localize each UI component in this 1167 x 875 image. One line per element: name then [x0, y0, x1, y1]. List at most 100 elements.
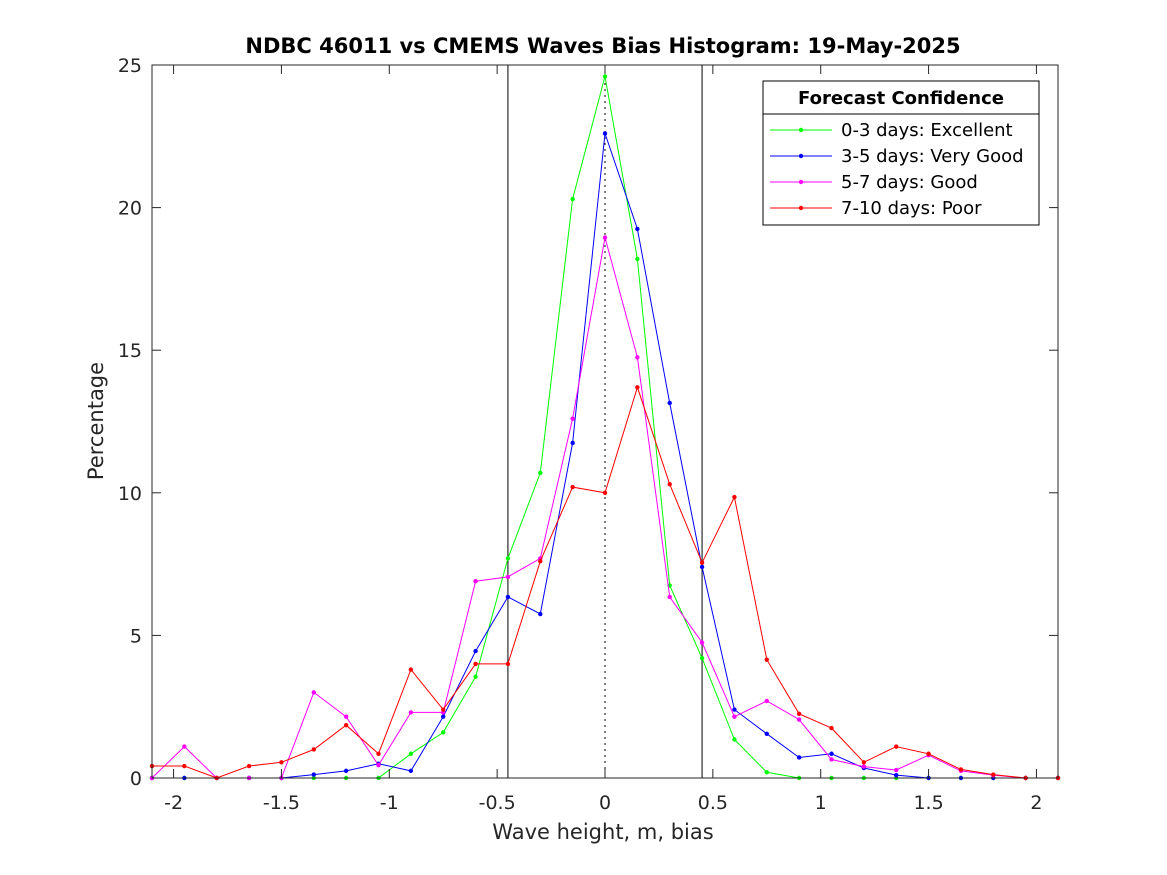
data-point [635, 355, 640, 360]
data-point [182, 763, 187, 769]
data-point [796, 717, 802, 722]
data-point [926, 751, 931, 756]
x-tick-label: -2 [164, 792, 183, 814]
legend-title: Forecast Confidence [798, 88, 1004, 109]
chart-title: NDBC 46011 vs CMEMS Waves Bias Histogram… [245, 34, 960, 58]
data-point [635, 256, 640, 262]
y-tick-label: 20 [118, 198, 142, 220]
data-point [505, 556, 511, 561]
data-point [699, 640, 705, 645]
legend-swatch-marker [798, 179, 804, 185]
data-point [602, 74, 608, 79]
x-tick-label: -1 [380, 792, 399, 814]
x-axis-label: Wave height, m, bias [492, 820, 713, 844]
legend-swatch-marker [798, 153, 804, 159]
y-tick-label: 15 [118, 340, 142, 362]
data-point [796, 711, 802, 717]
data-point [667, 482, 672, 487]
data-point [538, 559, 543, 564]
data-point [343, 714, 349, 719]
data-point [311, 772, 316, 777]
data-point [635, 226, 640, 232]
data-point [732, 494, 737, 500]
data-point [861, 764, 867, 769]
data-point [473, 661, 478, 667]
data-point [441, 730, 446, 735]
data-point [764, 698, 769, 704]
data-point [408, 667, 414, 672]
data-point [732, 714, 737, 719]
data-point [538, 611, 543, 617]
data-point [894, 744, 899, 749]
x-tick-label: 2 [1030, 792, 1042, 814]
data-point [958, 767, 964, 772]
data-point [570, 416, 575, 421]
data-point [408, 751, 414, 756]
data-point [408, 710, 414, 715]
data-point [796, 755, 802, 760]
data-point [570, 484, 575, 490]
data-point [376, 762, 381, 768]
y-tick-label: 5 [130, 625, 142, 647]
data-point [408, 768, 414, 774]
x-tick-label: 0.5 [698, 792, 728, 814]
legend: Forecast Confidence 0-3 days: Excellent 3… [762, 80, 1040, 226]
data-point [473, 579, 478, 584]
data-point [376, 751, 381, 756]
data-point [311, 747, 316, 752]
data-point [473, 648, 478, 654]
y-tick-label: 0 [130, 768, 142, 790]
legend-entry-label: 7-10 days: Poor [841, 198, 982, 219]
data-point [343, 723, 349, 728]
data-point [732, 707, 737, 712]
data-point [829, 757, 834, 762]
x-tick-label: 0 [599, 792, 611, 814]
data-point [894, 767, 899, 773]
x-tick-label: -1.5 [263, 792, 300, 814]
data-point [699, 560, 705, 565]
data-point [635, 385, 640, 390]
legend-swatch-marker [798, 205, 804, 211]
y-tick-label: 10 [118, 483, 142, 505]
data-point [570, 196, 575, 202]
data-point [441, 707, 446, 712]
y-axis-label: Percentage [84, 362, 108, 480]
data-point [894, 772, 899, 778]
data-point [182, 744, 187, 749]
data-point [505, 574, 511, 580]
data-point [570, 440, 575, 446]
data-point [538, 470, 543, 476]
legend-entries: 0-3 days: Excellent 3-5 days: Very Good 5-… [770, 120, 1024, 219]
legend-entry-label: 0-3 days: Excellent [841, 120, 1013, 141]
data-point [246, 763, 252, 769]
y-tick-label: 25 [118, 55, 142, 77]
data-point [764, 731, 769, 736]
data-point [505, 594, 511, 600]
data-point [602, 490, 608, 495]
x-tick-label: 1 [815, 792, 827, 814]
data-point [505, 661, 511, 667]
data-point [732, 737, 737, 742]
data-point [473, 674, 478, 679]
data-point [829, 751, 834, 756]
legend-entry-label: 3-5 days: Very Good [841, 146, 1024, 167]
data-point [343, 768, 349, 774]
data-point [764, 770, 769, 775]
data-point [279, 760, 284, 765]
data-point [667, 594, 672, 600]
data-point [667, 400, 672, 406]
legend-box [762, 80, 1040, 226]
data-point [861, 760, 867, 765]
legend-swatch-marker [798, 127, 804, 133]
data-point [602, 131, 608, 136]
data-point [699, 564, 705, 570]
data-point [441, 714, 446, 719]
data-point [699, 656, 705, 661]
x-tick-label: -0.5 [479, 792, 516, 814]
data-point [311, 690, 316, 695]
data-point [764, 657, 769, 662]
data-point [602, 235, 608, 240]
data-point [829, 725, 834, 731]
series-group [149, 385, 1061, 781]
